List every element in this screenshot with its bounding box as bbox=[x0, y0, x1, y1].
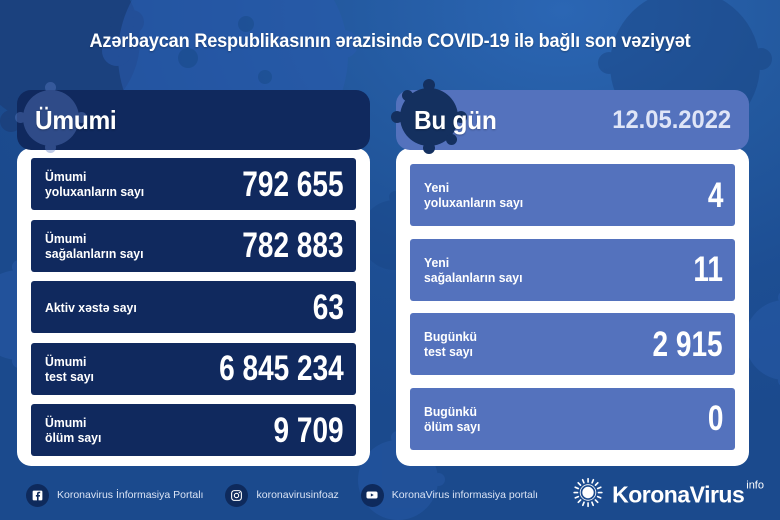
youtube-icon bbox=[360, 483, 384, 507]
instagram-icon bbox=[225, 483, 249, 507]
left-panel-heading: Ümumi bbox=[35, 104, 117, 135]
row-value: 9 709 bbox=[273, 410, 344, 450]
row-label: Ümumi yoluxanların sayı bbox=[45, 169, 145, 199]
row-label: Ümumi ölüm sayı bbox=[45, 415, 102, 445]
social-instagram-label: koronavirusinfoaz bbox=[256, 489, 339, 501]
sun-virus-logo-icon bbox=[573, 477, 603, 513]
left-panel: Ümumi yoluxanların sayı 792 655 Ümumi sa… bbox=[17, 148, 370, 466]
row-label: Bugünkü ölüm sayı bbox=[424, 403, 481, 434]
row-label: Bugünkü test sayı bbox=[424, 329, 477, 360]
row-value: 0 bbox=[707, 399, 723, 439]
row-label: Yeni sağalanların sayı bbox=[424, 254, 523, 285]
table-row: Yeni sağalanların sayı 11 bbox=[410, 238, 735, 301]
row-value: 2 915 bbox=[652, 324, 723, 364]
table-row: Bugünkü test sayı 2 915 bbox=[410, 313, 735, 376]
right-panel-heading: Bu gün bbox=[414, 104, 497, 135]
left-panel-header: Ümumi bbox=[15, 82, 370, 153]
row-value: 11 bbox=[693, 250, 723, 290]
brand-suffix: info bbox=[746, 479, 764, 492]
table-row: Aktiv xəstə sayı 63 bbox=[31, 281, 356, 333]
report-date: 12.05.2022 bbox=[612, 105, 731, 134]
row-value: 6 845 234 bbox=[219, 349, 344, 388]
social-instagram[interactable]: koronavirusinfoaz bbox=[225, 483, 339, 507]
table-row: Ümumi sağalanların sayı 782 883 bbox=[31, 219, 356, 272]
table-row: Bugünkü ölüm sayı 0 bbox=[410, 387, 735, 450]
right-panel-rows: Yeni yoluxanların sayı 4 Yeni sağalanlar… bbox=[410, 158, 735, 456]
table-row: Ümumi yoluxanların sayı 792 655 bbox=[31, 158, 356, 210]
row-label: Aktiv xəstə sayı bbox=[45, 299, 137, 315]
social-facebook[interactable]: Koronavirus İnformasiya Portalı bbox=[26, 483, 204, 507]
facebook-icon bbox=[26, 483, 49, 507]
social-youtube[interactable]: KoronaVirus informasiya portalı bbox=[360, 483, 539, 507]
row-label: Ümumi sağalanların sayı bbox=[45, 230, 144, 261]
footer: Koronavirus İnformasiya Portalı koronavi… bbox=[0, 470, 780, 520]
virus-decoration-right-middle bbox=[736, 291, 780, 387]
row-value: 792 655 bbox=[242, 164, 344, 204]
table-row: Ümumi ölüm sayı 9 709 bbox=[31, 404, 356, 456]
right-panel: Yeni yoluxanların sayı 4 Yeni sağalanlar… bbox=[396, 148, 749, 466]
row-value: 782 883 bbox=[242, 226, 344, 265]
left-panel-rows: Ümumi yoluxanların sayı 792 655 Ümumi sa… bbox=[31, 158, 356, 456]
right-panel-header: Bu gün 12.05.2022 bbox=[391, 79, 749, 154]
page-title: Azərbaycan Respublikasının ərazisində CO… bbox=[89, 30, 691, 52]
row-label: Ümumi test sayı bbox=[45, 353, 94, 384]
social-facebook-label: Koronavirus İnformasiya Portalı bbox=[57, 489, 204, 501]
table-row: Yeni yoluxanların sayı 4 bbox=[410, 164, 735, 227]
brand-name: KoronaVirus bbox=[612, 481, 745, 508]
row-value: 63 bbox=[312, 287, 344, 327]
row-value: 4 bbox=[707, 175, 723, 215]
row-label: Yeni yoluxanların sayı bbox=[424, 180, 524, 211]
brand-logo[interactable]: KoronaVirus info bbox=[573, 477, 764, 513]
social-youtube-label: KoronaVirus informasiya portalı bbox=[391, 489, 539, 501]
table-row: Ümumi test sayı 6 845 234 bbox=[31, 342, 356, 395]
